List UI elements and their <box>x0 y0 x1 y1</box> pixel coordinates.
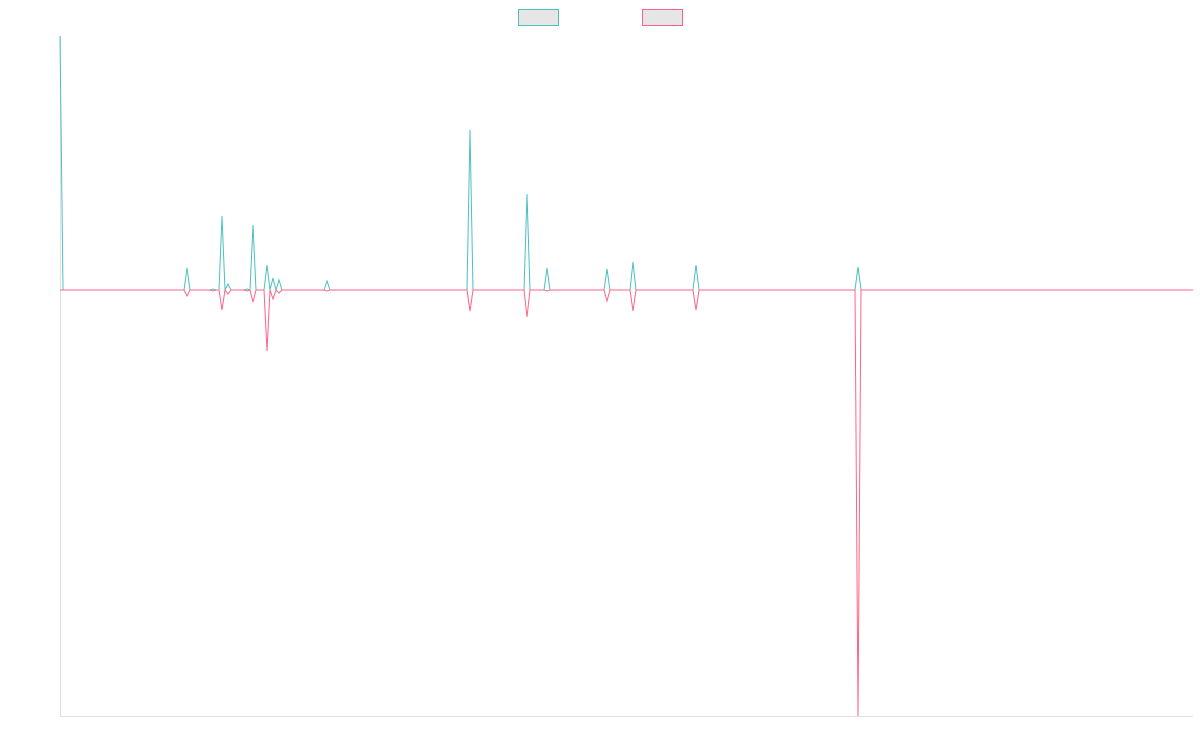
series-line <box>59 35 1193 292</box>
series-line <box>60 288 1193 717</box>
legend-swatch <box>518 9 559 26</box>
legend-swatch <box>642 9 683 26</box>
